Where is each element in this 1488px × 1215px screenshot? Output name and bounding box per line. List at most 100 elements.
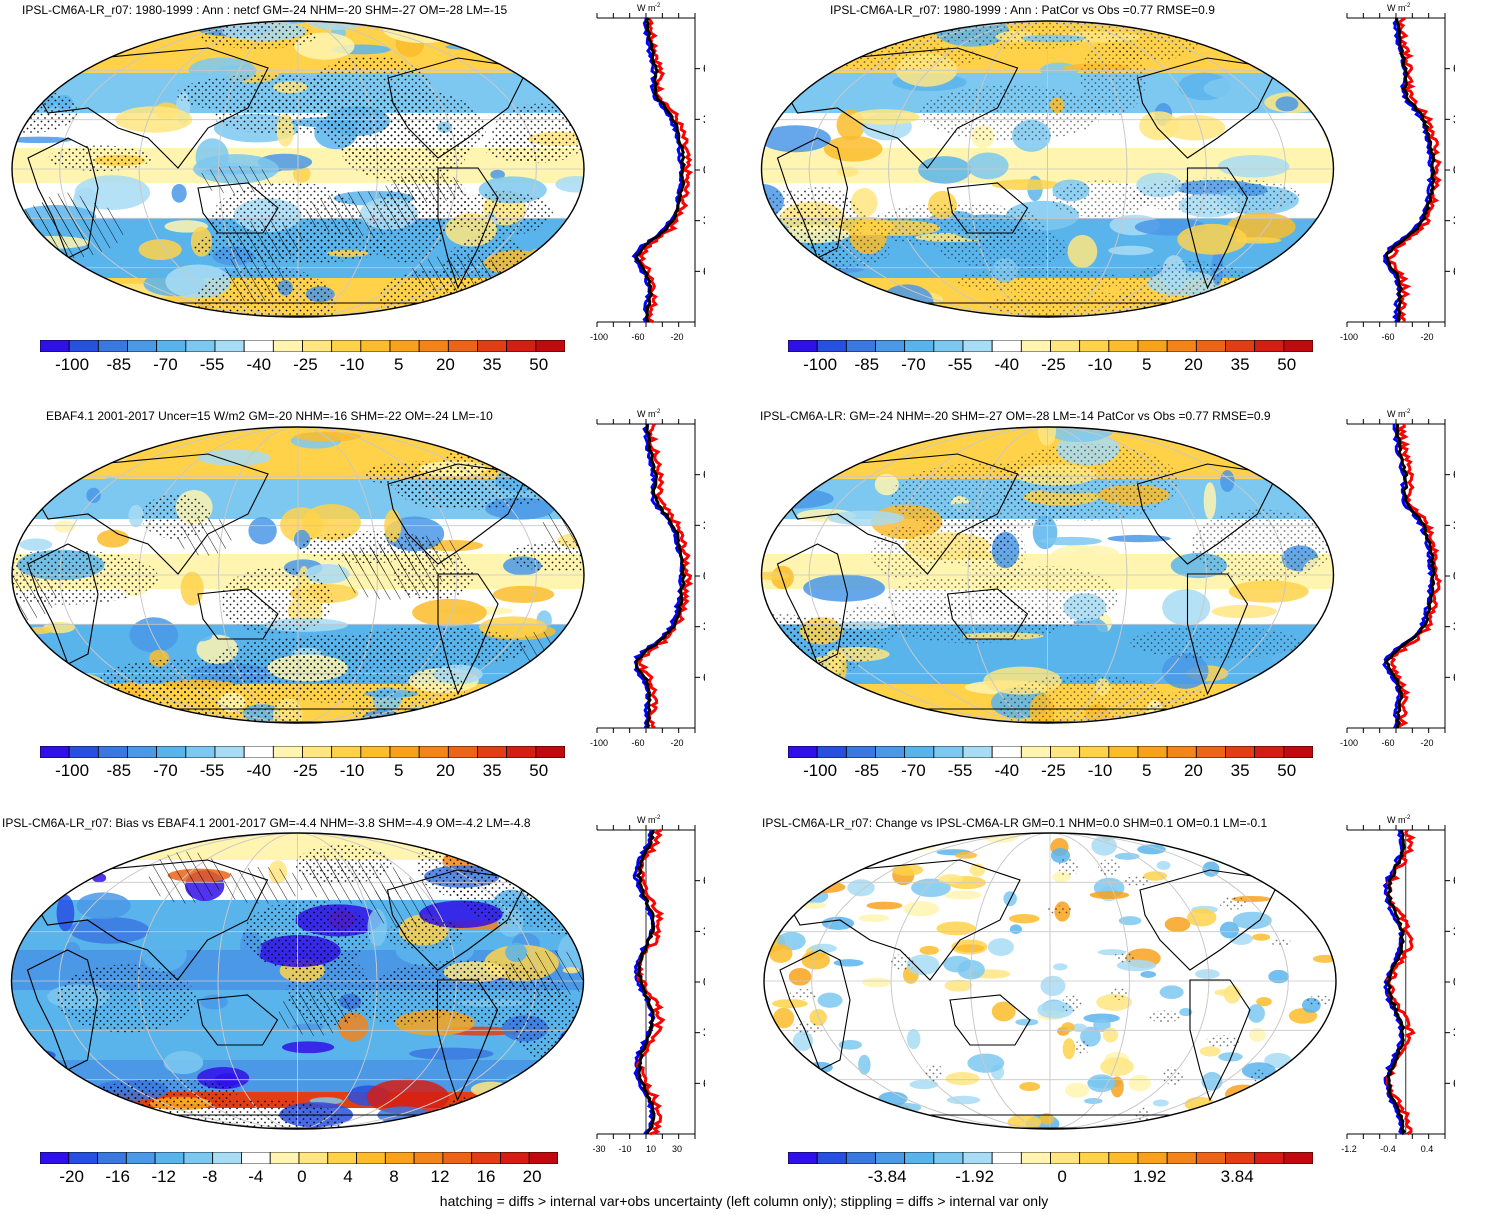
- zonal-unit-label: W m: [1387, 3, 1406, 13]
- colorbar-swatch: [418, 340, 449, 352]
- field-blob: [1061, 1022, 1075, 1033]
- field-blob: [1249, 464, 1313, 476]
- field-blob: [788, 967, 812, 986]
- field-blob: [991, 179, 1061, 191]
- field-blob: [906, 1028, 921, 1050]
- field-blob: [911, 878, 951, 898]
- field-blob: [1007, 1114, 1042, 1129]
- stippling: [772, 858, 796, 873]
- colorbar-swatch: [1283, 340, 1313, 352]
- field-blob: [944, 979, 973, 992]
- colorbar-swatch: [243, 746, 274, 758]
- colorbar-swatch: [933, 746, 964, 758]
- zonal-model-line: [635, 828, 666, 1136]
- field-blob: [1220, 470, 1235, 492]
- zonal-unit-label: W m: [1387, 815, 1406, 825]
- longitude-line: [811, 833, 1289, 1129]
- colorbar: [788, 1152, 1313, 1164]
- map-border: [11, 426, 585, 724]
- field-blob: [946, 1095, 981, 1105]
- field-blob: [93, 477, 130, 515]
- stippling: [965, 516, 1026, 590]
- zonal-tick-label: -60: [1381, 332, 1394, 342]
- colorbar-swatch: [1108, 746, 1139, 758]
- field-blob: [86, 487, 101, 504]
- colorbar-swatch: [1050, 340, 1081, 352]
- colorbar-swatch: [816, 340, 847, 352]
- field-blob: [1140, 970, 1157, 978]
- field-blob: [89, 441, 130, 465]
- hatching: [278, 989, 352, 1037]
- field-blob: [302, 504, 361, 541]
- field-blob: [412, 598, 487, 627]
- field-blob: [816, 1119, 830, 1129]
- panel-title: IPSL-CM6A-LR_r07: 1980-1999 : Ann : netc…: [22, 3, 508, 17]
- field-blob: [1162, 589, 1211, 626]
- field-blob: [1228, 580, 1309, 603]
- stippling: [1130, 626, 1301, 659]
- colorbar-label: -55: [199, 761, 225, 780]
- colorbar-swatch: [356, 1152, 386, 1164]
- stippling: [1114, 951, 1134, 963]
- field-blob: [1218, 155, 1290, 178]
- stippling: [1108, 987, 1128, 1001]
- world-map: [10, 832, 585, 1130]
- colorbar-swatch: [471, 1152, 501, 1164]
- colorbar-swatch: [302, 746, 333, 758]
- colorbar-swatch: [360, 746, 391, 758]
- field-blob: [525, 248, 547, 286]
- longitude-line: [970, 833, 1130, 1129]
- colorbar-label: -70: [901, 355, 926, 374]
- stippling: [508, 541, 584, 573]
- field-blob: [1249, 1027, 1266, 1042]
- zonal-obs-line: [633, 423, 686, 729]
- colorbar-swatch: [845, 1152, 876, 1164]
- hatching: [336, 544, 446, 600]
- stippling: [243, 899, 371, 971]
- field-blob: [1237, 837, 1261, 846]
- continent: [1139, 869, 1281, 971]
- field-blob: [862, 977, 891, 988]
- field-blob: [30, 1050, 56, 1061]
- zonal-tick-label: -60: [631, 332, 644, 342]
- colorbar-swatch: [962, 340, 993, 352]
- stippling: [1307, 995, 1332, 1006]
- continent: [27, 137, 99, 259]
- zonal-tick-label: -100: [590, 738, 608, 748]
- colorbar-label: -85: [106, 761, 132, 780]
- field-blob: [534, 865, 580, 891]
- colorbar-label: 50: [1277, 761, 1297, 780]
- stippling: [1131, 177, 1300, 214]
- hatching: [505, 950, 584, 997]
- colorbar-label: 12: [430, 1167, 450, 1186]
- colorbar-swatch: [331, 746, 362, 758]
- colorbar-swatch: [40, 1152, 70, 1164]
- stippling: [353, 975, 455, 1025]
- colorbar-swatch: [1195, 340, 1226, 352]
- colorbar-swatch: [1050, 746, 1081, 758]
- zonal-mean-line: [1384, 423, 1436, 729]
- field-blob: [1107, 534, 1171, 543]
- zonal-tick-label: -20: [670, 332, 683, 342]
- field-blob: [1128, 1074, 1151, 1092]
- stippling: [924, 1063, 944, 1082]
- zonal-mean-plot: W m-2 60N 30N 0 30S 60S -1.2 -0.4 0.4: [1341, 815, 1455, 1154]
- colorbar-swatch: [214, 340, 245, 352]
- field-blob: [1040, 975, 1066, 996]
- stippling: [955, 268, 1124, 294]
- field-blob: [1219, 921, 1239, 939]
- field-blob: [771, 999, 808, 1009]
- longitude-line: [59, 21, 537, 317]
- colorbar-swatch: [1020, 340, 1051, 352]
- colorbar-label: 50: [1277, 355, 1297, 374]
- zonal-mean-plot: W m-2 60N 30N 0 30S 60S -100 -60 -20: [590, 409, 705, 748]
- zonal-unit-label: W m: [637, 3, 656, 13]
- zonal-lat-label: 0: [1453, 975, 1455, 989]
- hatching: [35, 192, 96, 246]
- field-blob: [128, 504, 144, 528]
- zonal-model-line: [1388, 423, 1443, 729]
- colorbar-label: -8: [202, 1167, 218, 1186]
- field-blob: [1039, 1113, 1055, 1125]
- field-blob: [36, 66, 80, 75]
- stippling: [1122, 876, 1153, 887]
